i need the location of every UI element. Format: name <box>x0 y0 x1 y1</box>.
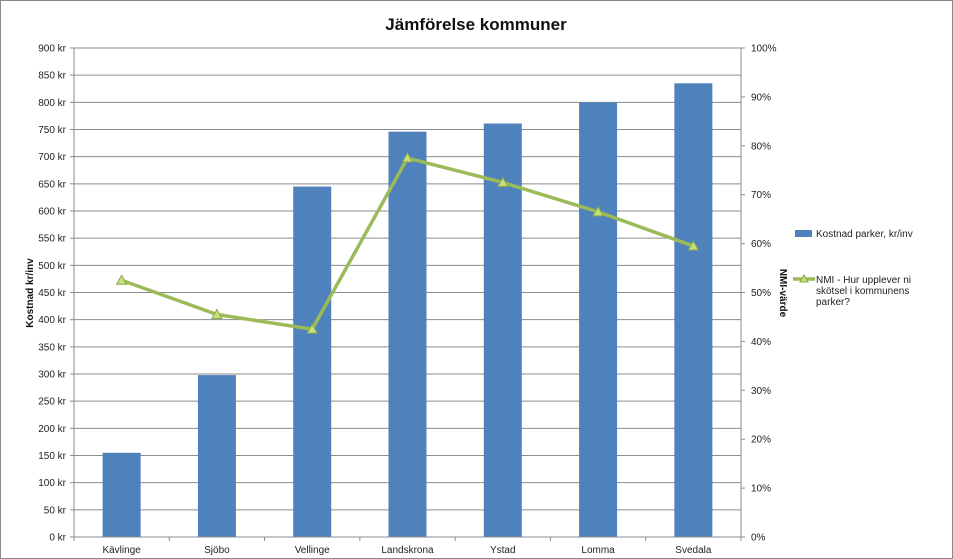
line-marker <box>115 274 128 285</box>
left-axis-ticks: 0 kr 50 kr 100 kr 150 kr 200 kr 250 kr 300 kr 3… <box>38 44 66 544</box>
bar <box>197 375 236 537</box>
line-marker <box>401 151 414 163</box>
axes <box>70 47 745 541</box>
right-tick-label: 90% <box>751 92 771 103</box>
category-label: Vellinge <box>295 545 330 556</box>
left-tick-label: 350 kr <box>38 342 66 353</box>
category-label: Lomma <box>581 545 615 556</box>
right-tick-label: 10% <box>751 484 771 495</box>
left-tick-label: 100 kr <box>38 478 66 489</box>
right-axis-ticks: 0% 10% 20% 30% 40% 50% 60% 70% 80% 90% 100% <box>751 44 777 544</box>
left-tick-label: 0 kr <box>49 533 66 544</box>
bar <box>293 186 332 538</box>
legend-label-line: parker? <box>816 297 850 308</box>
category-label: Ystad <box>490 545 516 556</box>
bar <box>388 131 427 537</box>
left-tick-label: 600 kr <box>38 207 66 218</box>
category-axis-ticks: Kävlinge Sjöbo Vellinge Landskrona Ystad Lomm… <box>102 545 711 556</box>
right-tick-label: 20% <box>751 435 771 446</box>
left-tick-label: 650 kr <box>38 179 66 190</box>
right-tick-label: 70% <box>751 190 771 201</box>
line-marker <box>496 176 509 187</box>
right-tick-label: 30% <box>751 386 771 397</box>
left-tick-label: 150 kr <box>38 451 66 462</box>
right-tick-label: 60% <box>751 239 771 250</box>
right-axis-title: NMI-värde <box>777 269 788 318</box>
line-marker <box>687 240 700 251</box>
left-tick-label: 400 kr <box>38 315 66 326</box>
left-tick-label: 500 kr <box>38 261 66 272</box>
left-tick-label: 550 kr <box>38 234 66 245</box>
left-tick-label: 850 kr <box>38 71 66 82</box>
left-tick-label: 800 kr <box>38 98 66 109</box>
line-marker <box>211 308 223 320</box>
left-tick-label: 450 kr <box>38 288 66 299</box>
bar <box>102 452 141 537</box>
bar <box>483 123 522 538</box>
right-tick-label: 0% <box>751 533 766 544</box>
legend-swatch-bar <box>795 230 812 237</box>
line-series <box>115 151 700 334</box>
legend-label-line: NMI - Hur upplever ni <box>816 275 911 286</box>
legend: Kostnad parker, kr/inv NMI - Hur upplever… <box>793 229 913 308</box>
left-tick-label: 750 kr <box>38 125 66 136</box>
right-tick-label: 100% <box>751 44 777 55</box>
right-tick-label: 50% <box>751 288 771 299</box>
left-tick-label: 250 kr <box>38 397 66 408</box>
legend-swatch-marker <box>799 273 809 283</box>
bar <box>579 102 618 537</box>
category-label: Sjöbo <box>204 545 230 556</box>
legend-label-bar: Kostnad parker, kr/inv <box>816 229 913 240</box>
left-tick-label: 900 kr <box>38 44 66 55</box>
right-tick-label: 80% <box>751 141 771 152</box>
left-tick-label: 700 kr <box>38 152 66 163</box>
legend-label-line: skötsel i kommunens <box>816 286 909 297</box>
category-label: Svedala <box>675 545 712 556</box>
left-tick-label: 200 kr <box>38 424 66 435</box>
bar-series <box>102 83 713 538</box>
category-label: Kävlinge <box>102 545 141 556</box>
left-tick-label: 50 kr <box>44 505 67 516</box>
left-axis-title: Kostnad kr/inv <box>25 258 36 328</box>
category-label: Landskrona <box>381 545 434 556</box>
bar <box>674 83 713 538</box>
left-tick-label: 300 kr <box>38 370 66 381</box>
right-tick-label: 40% <box>751 337 771 348</box>
line-marker <box>306 323 319 334</box>
chart-title: Jämförelse kommuner <box>385 15 567 34</box>
line-marker <box>592 205 604 217</box>
